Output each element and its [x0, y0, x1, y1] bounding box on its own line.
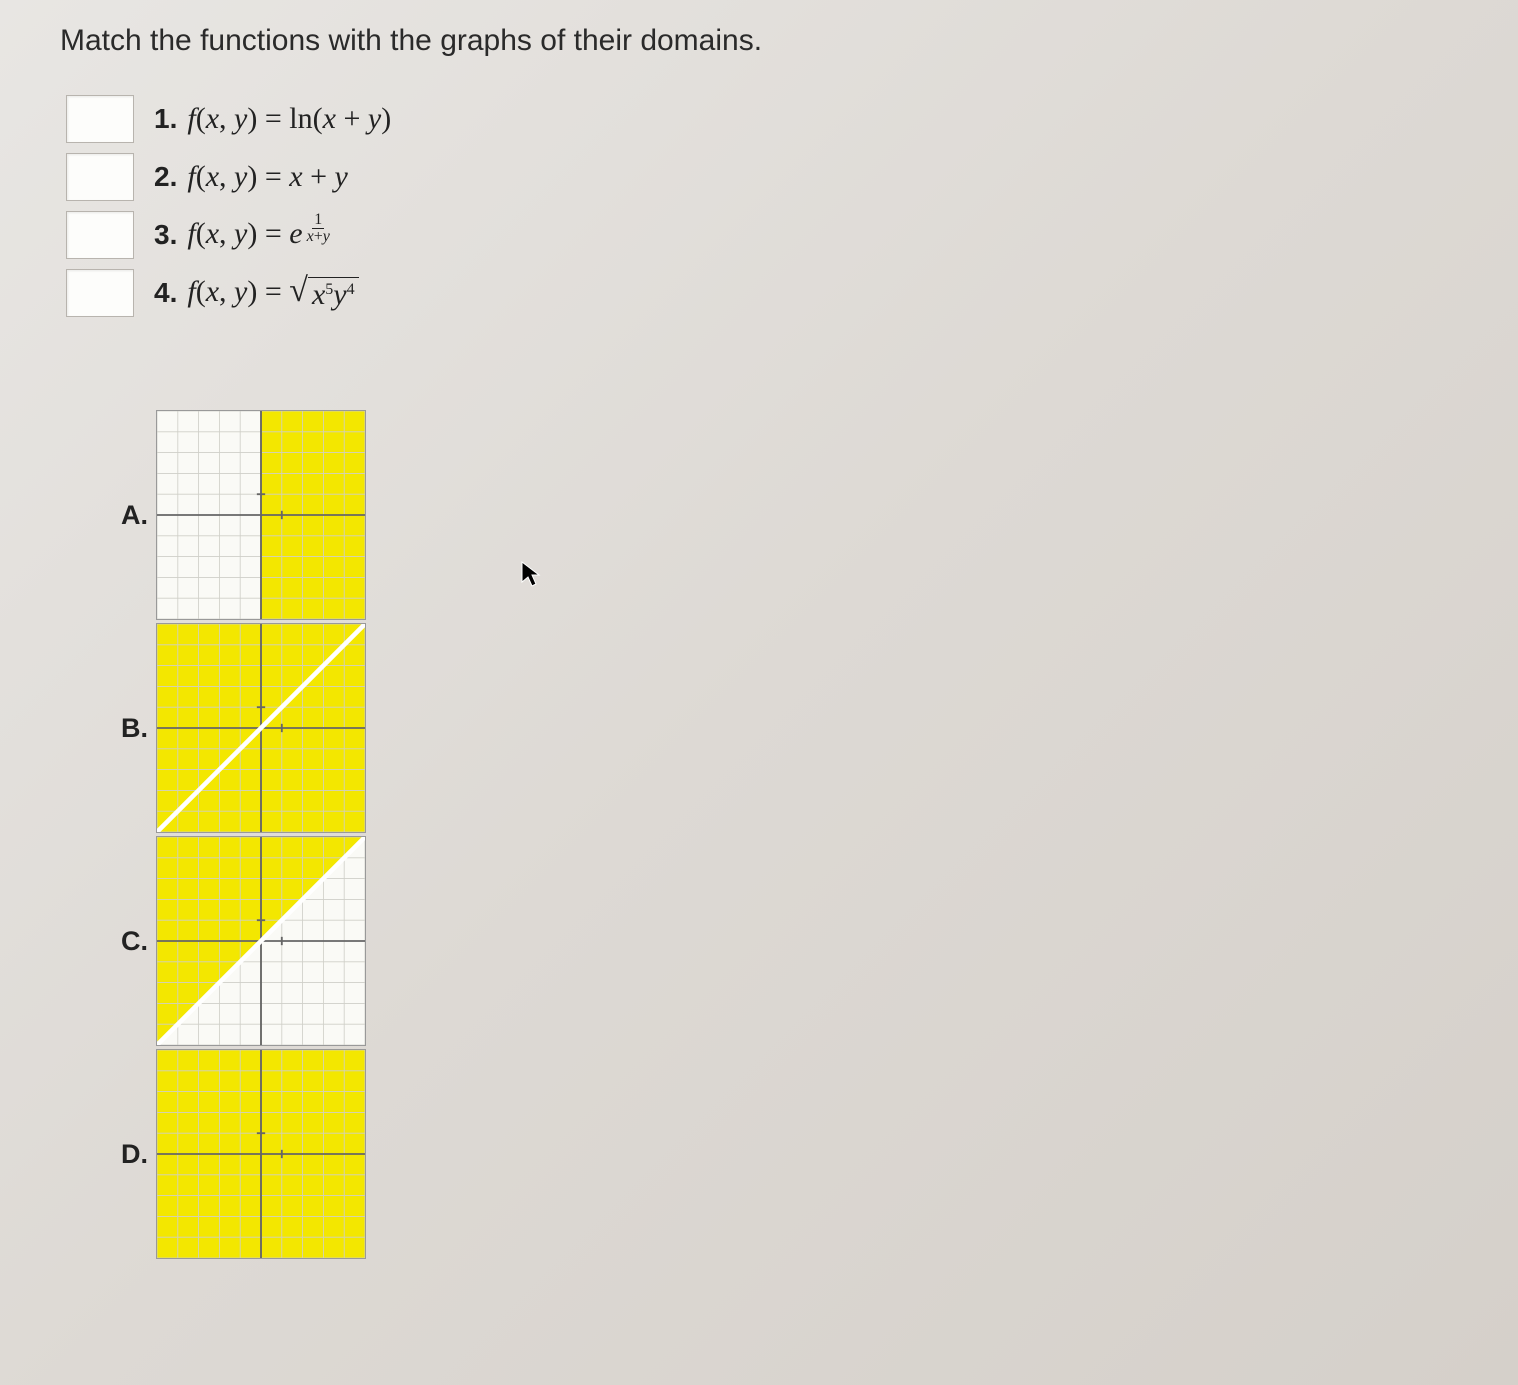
answer-input-2[interactable]	[66, 153, 134, 201]
graph-letter-b: B.	[106, 713, 156, 744]
function-row-4: 4. f(x, y) = √x5y4	[66, 264, 391, 322]
function-number: 4.	[154, 277, 177, 309]
graph-options: A. B. C. D.	[106, 410, 366, 1262]
graph-row-a: A.	[106, 410, 366, 620]
graph-letter-c: C.	[106, 926, 156, 957]
graph-thumb-d[interactable]	[156, 1049, 366, 1259]
function-row-2: 2. f(x, y) = x + y	[66, 148, 391, 206]
graph-thumb-b[interactable]	[156, 623, 366, 833]
answer-input-4[interactable]	[66, 269, 134, 317]
function-label-1: 1. f(x, y) = ln(x + y)	[154, 102, 391, 136]
function-list: 1. f(x, y) = ln(x + y) 2. f(x, y) = x + …	[66, 90, 391, 322]
function-formula-2: f(x, y) = x + y	[187, 160, 348, 194]
graph-row-c: C.	[106, 836, 366, 1046]
cursor-icon	[520, 560, 542, 595]
graph-thumb-c[interactable]	[156, 836, 366, 1046]
graph-letter-d: D.	[106, 1139, 156, 1170]
answer-input-1[interactable]	[66, 95, 134, 143]
function-number: 1.	[154, 103, 177, 135]
function-label-4: 4. f(x, y) = √x5y4	[154, 275, 359, 312]
function-formula-1: f(x, y) = ln(x + y)	[187, 102, 391, 136]
function-formula-4: f(x, y) = √x5y4	[187, 275, 358, 312]
graph-thumb-a[interactable]	[156, 410, 366, 620]
function-formula-3: f(x, y) = e1x+y	[187, 217, 334, 253]
function-number: 3.	[154, 219, 177, 251]
function-row-3: 3. f(x, y) = e1x+y	[66, 206, 391, 264]
graph-row-d: D.	[106, 1049, 366, 1259]
graph-row-b: B.	[106, 623, 366, 833]
question-prompt: Match the functions with the graphs of t…	[60, 24, 762, 58]
answer-input-3[interactable]	[66, 211, 134, 259]
function-number: 2.	[154, 161, 177, 193]
function-row-1: 1. f(x, y) = ln(x + y)	[66, 90, 391, 148]
function-label-3: 3. f(x, y) = e1x+y	[154, 217, 334, 253]
function-label-2: 2. f(x, y) = x + y	[154, 160, 348, 194]
graph-letter-a: A.	[106, 500, 156, 531]
